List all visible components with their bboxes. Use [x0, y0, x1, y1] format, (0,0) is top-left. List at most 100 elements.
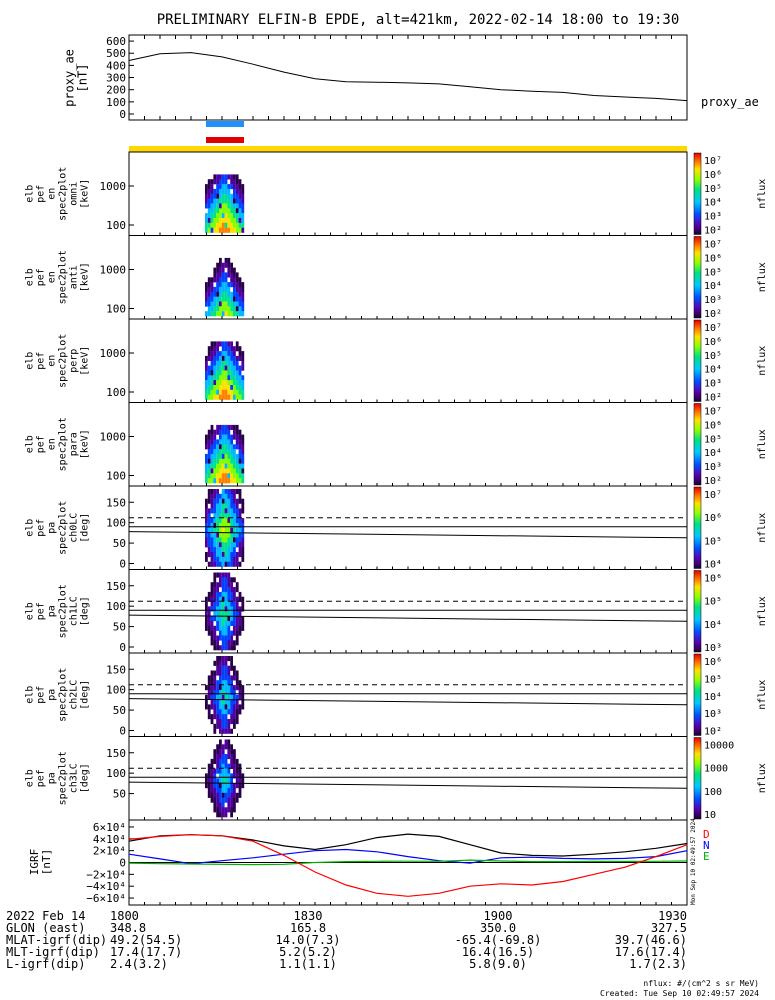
panel-ylabel-line: [deg] [80, 596, 91, 626]
spectrogram-cell [213, 704, 217, 710]
spectrogram-cell [221, 380, 225, 386]
spectrogram-cell [210, 630, 214, 636]
spectrogram-cell [227, 635, 231, 641]
spectrogram-cell [227, 301, 231, 307]
spectrogram-cell [219, 458, 222, 464]
spectrogram-cell [207, 596, 211, 602]
spectrogram-cell [235, 213, 239, 219]
colorbar-tick-label: 10³ [704, 212, 722, 223]
axis-row-value: 165.8 [290, 921, 326, 935]
ae-ytick-label: 600 [106, 35, 126, 48]
spectrogram-cell [230, 601, 233, 607]
spectrogram-cell [238, 542, 242, 548]
spectrogram-cell [221, 394, 225, 400]
spectrogram-cell [227, 556, 231, 562]
spectrogram-cell [238, 616, 242, 622]
colorbar [693, 152, 702, 235]
spectrogram-cell [233, 689, 236, 695]
spectrogram-cell [216, 778, 219, 784]
spectrogram-cell [213, 625, 217, 631]
spectrogram-cell [235, 763, 239, 769]
spectrogram-cell [224, 660, 228, 666]
spectrogram-cell [205, 522, 208, 528]
spectrogram-cell [216, 513, 219, 519]
spectrogram-cell [224, 463, 228, 469]
spectrogram-cell [238, 277, 242, 283]
spectrogram-cell [205, 453, 208, 459]
spectrogram-cell [227, 532, 231, 538]
spectrogram-cell [227, 768, 231, 774]
spectrogram-cell [210, 606, 214, 612]
axis-row-value: 327.5 [651, 921, 687, 935]
spectrogram-cell [224, 468, 228, 474]
spectrogram-cell [227, 547, 231, 553]
colorbar-label: nflux [757, 596, 768, 626]
spectrogram-cell [213, 385, 217, 391]
spectrogram-cell [207, 449, 211, 455]
spectrogram-cell [235, 542, 239, 548]
spectrogram-cell [205, 463, 208, 469]
spectrogram-cell [219, 694, 222, 700]
spectrogram-cell [205, 434, 208, 440]
spectrogram-cell [219, 478, 222, 484]
spectrogram-cell [216, 489, 219, 495]
spectrogram-cell [205, 556, 208, 562]
spectrogram-cell [241, 468, 245, 474]
spectrogram-cell [205, 508, 208, 514]
spectrogram-cell [233, 783, 236, 789]
spectrogram-cell [241, 389, 245, 395]
spectrogram-cell [216, 444, 219, 450]
spectrogram-cell [213, 453, 217, 459]
spectrogram-cell [210, 493, 214, 499]
spectrogram-cell [224, 227, 228, 233]
spectrogram-cell [205, 537, 208, 543]
igrf-ylabel-line: IGRF [28, 849, 41, 876]
igrf-ytick-label: 6×10⁴ [93, 821, 126, 834]
spectrogram-cell [219, 797, 222, 803]
spectrogram-cell [221, 360, 225, 366]
spectrogram-cell [224, 527, 228, 533]
spectrogram-cell [224, 611, 228, 617]
spectrogram-cell [210, 635, 214, 641]
footer-created: Created: Tue Sep 10 02:49:57 2024 [600, 989, 759, 998]
spectrogram-cell [224, 582, 228, 588]
spectrogram-cell [221, 365, 225, 371]
colorbar-tick-label: 10⁵ [704, 597, 722, 608]
spectrogram-cell [219, 680, 222, 686]
spectrogram-cell [241, 606, 245, 612]
spectrogram-cell [227, 778, 231, 784]
spectrogram-cell [227, 227, 231, 233]
spectrogram-cell [224, 355, 228, 361]
spectrogram-cell [230, 444, 233, 450]
spectrogram-cell [221, 478, 225, 484]
ae-panel-frame [128, 34, 688, 121]
spectrogram-cell [233, 596, 236, 602]
panel-ytick-label: 100 [106, 219, 126, 232]
spectrogram-cell [224, 193, 228, 199]
spectrogram-cell [235, 606, 239, 612]
spectrogram-cell [213, 188, 217, 194]
spectrogram-cell [221, 645, 225, 651]
spectrogram-cell [219, 582, 222, 588]
spectrogram-cell [221, 754, 225, 760]
spectrogram-cell [219, 763, 222, 769]
panel-ylabel-line: spec2plot [58, 584, 69, 638]
spectrogram-cell [241, 518, 245, 524]
spectrogram-cell [224, 385, 228, 391]
spectrogram-cell [207, 783, 211, 789]
spectrogram-cell [235, 532, 239, 538]
ae-ylabel-line: proxy_ae [63, 49, 77, 107]
spectrogram-cell [224, 503, 228, 509]
colorbar [693, 653, 702, 736]
spectrogram-cell [241, 498, 245, 504]
colorbar-label: nflux [757, 346, 768, 376]
spectrogram-cell [241, 439, 245, 445]
panel-ylabel-line: ch1LC [69, 596, 80, 626]
spectrogram-cell [221, 744, 225, 750]
spectrogram-cell [219, 744, 222, 750]
spectrogram-cell [205, 783, 208, 789]
spectrogram-cell [241, 503, 245, 509]
spectrogram-cell [213, 208, 217, 214]
spectrogram-cell [233, 754, 236, 760]
